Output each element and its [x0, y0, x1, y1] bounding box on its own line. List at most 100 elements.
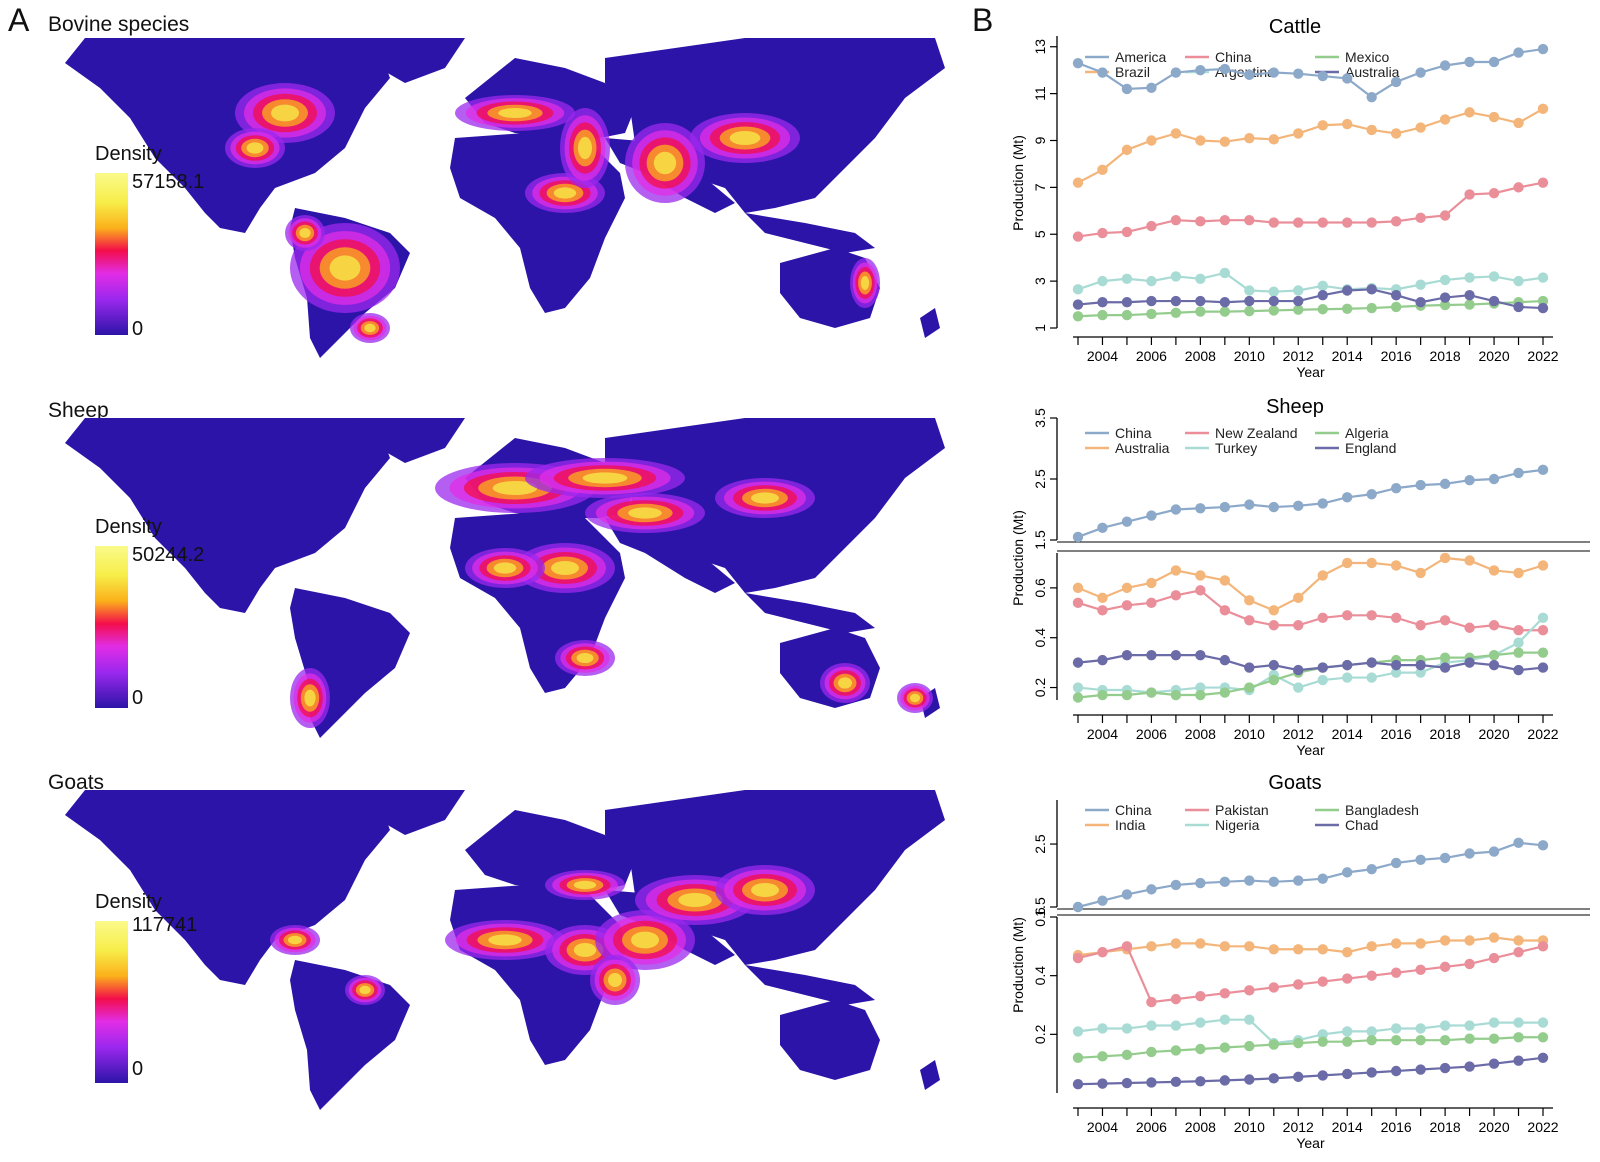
- legend-label: America: [1115, 49, 1167, 65]
- data-point: [1537, 177, 1549, 188]
- data-point: [1390, 659, 1402, 671]
- x-tick-label: 2018: [1430, 1119, 1461, 1135]
- data-point: [1415, 964, 1426, 975]
- x-tick-label: 2008: [1185, 726, 1216, 742]
- series-line-brazil: [1077, 107, 1544, 184]
- data-point: [1317, 976, 1328, 987]
- data-point: [1317, 612, 1328, 623]
- data-point: [1219, 1014, 1231, 1025]
- data-point: [1488, 1033, 1500, 1044]
- x-tick-label: 2020: [1478, 348, 1509, 364]
- x-tick-label: 2016: [1381, 348, 1412, 364]
- data-point: [1219, 63, 1231, 75]
- data-point: [1488, 271, 1500, 282]
- legend-label: Pakistan: [1215, 802, 1269, 818]
- data-point: [1513, 117, 1524, 129]
- data-point: [1146, 220, 1157, 232]
- density-hotspot: [288, 935, 302, 945]
- data-point: [1439, 60, 1451, 71]
- data-point: [1415, 854, 1426, 865]
- data-point: [1268, 67, 1279, 78]
- legend-title: Density: [95, 516, 162, 538]
- data-point: [1293, 128, 1304, 139]
- data-point: [1293, 295, 1304, 307]
- data-point: [1317, 1070, 1328, 1081]
- data-point: [1268, 944, 1279, 955]
- data-point: [1488, 565, 1500, 576]
- data-point: [1293, 217, 1304, 228]
- data-point: [1513, 467, 1524, 479]
- y-tick-label: 0.4: [1032, 966, 1048, 986]
- data-point: [1439, 662, 1451, 673]
- data-point: [1415, 620, 1426, 631]
- data-point: [1072, 231, 1084, 242]
- data-point: [1146, 649, 1157, 661]
- x-tick-label: 2006: [1136, 1119, 1167, 1135]
- data-point: [1366, 489, 1377, 500]
- data-point: [1097, 1023, 1108, 1034]
- data-point: [1170, 1076, 1182, 1088]
- data-point: [1513, 647, 1524, 658]
- data-point: [1537, 43, 1549, 55]
- x-tick-label: 2022: [1527, 1119, 1558, 1135]
- data-point: [1244, 595, 1255, 606]
- data-point: [1390, 938, 1402, 949]
- y-tick-label: 0.6: [1032, 907, 1048, 927]
- panel-b-letter: B: [972, 2, 994, 38]
- data-point: [1195, 135, 1206, 146]
- data-point: [1219, 941, 1231, 952]
- data-point: [1415, 1035, 1426, 1046]
- data-point: [1121, 1077, 1133, 1089]
- data-point: [1072, 582, 1084, 594]
- y-axis-label: Production (Mt): [1010, 135, 1026, 231]
- data-point: [1342, 557, 1353, 569]
- x-tick-label: 2008: [1185, 348, 1216, 364]
- data-point: [1317, 873, 1328, 884]
- data-point: [1390, 857, 1402, 869]
- legend-max-label: 117741: [132, 914, 198, 936]
- data-point: [1293, 664, 1304, 676]
- data-point: [1219, 605, 1231, 616]
- data-point: [1513, 664, 1524, 676]
- data-point: [1464, 56, 1475, 68]
- data-point: [1219, 654, 1231, 666]
- x-tick-label: 2020: [1478, 1119, 1509, 1135]
- legend-label: Algeria: [1345, 425, 1389, 441]
- density-hotspots: [290, 458, 933, 728]
- density-hotspot: [573, 880, 597, 890]
- data-point: [1219, 306, 1231, 317]
- data-point: [1244, 1014, 1255, 1025]
- data-point: [1072, 952, 1084, 964]
- data-point: [1219, 575, 1231, 586]
- data-point: [1244, 615, 1255, 626]
- data-point: [1439, 299, 1451, 311]
- data-point: [1317, 304, 1328, 315]
- data-point: [1439, 1020, 1451, 1031]
- legend-color-bar: [95, 173, 128, 335]
- data-point: [1219, 214, 1231, 226]
- data-point: [1244, 682, 1255, 693]
- data-point: [1464, 107, 1475, 118]
- data-point: [1513, 625, 1524, 636]
- legend-min-label: 0: [132, 1058, 144, 1080]
- data-point: [1293, 1037, 1304, 1049]
- data-point: [1146, 275, 1157, 287]
- data-point: [1293, 979, 1304, 990]
- data-point: [1464, 958, 1475, 970]
- sheep-density-map: [65, 418, 945, 738]
- data-point: [1415, 122, 1426, 133]
- data-point: [1170, 214, 1182, 226]
- data-point: [1488, 473, 1500, 485]
- data-point: [1170, 307, 1182, 318]
- data-point: [1146, 996, 1157, 1008]
- data-point: [1219, 1042, 1231, 1053]
- data-point: [1244, 985, 1255, 996]
- data-point: [1293, 285, 1304, 296]
- data-point: [1464, 299, 1475, 310]
- legend-label: Mexico: [1345, 49, 1390, 65]
- density-hotspot: [628, 507, 662, 519]
- density-hotspot: [751, 492, 779, 504]
- data-point: [1488, 952, 1500, 964]
- data-point: [1170, 128, 1182, 139]
